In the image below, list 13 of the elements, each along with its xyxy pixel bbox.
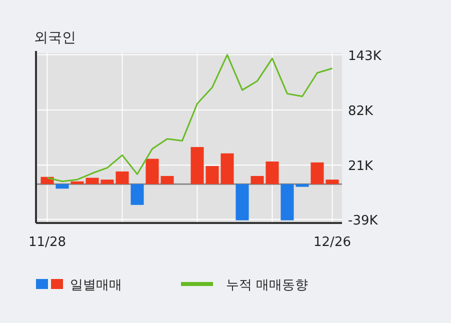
chart-title: 외국인 (34, 30, 76, 46)
y-tick-label: 21K (348, 159, 374, 174)
y-tick-label: 82K (348, 104, 374, 119)
bar (130, 184, 144, 205)
bar (56, 184, 69, 189)
line-series (46, 54, 333, 182)
legend-label: 누적 매매동향 (226, 278, 308, 293)
x-tick-label: 12/26 (314, 235, 351, 250)
legend-label: 일별매매 (70, 278, 122, 293)
y-tick-label: 143K (348, 48, 382, 64)
x-tick-label: 11/28 (28, 235, 66, 250)
y-tick-label: -39K (348, 213, 378, 228)
bar (236, 184, 249, 220)
